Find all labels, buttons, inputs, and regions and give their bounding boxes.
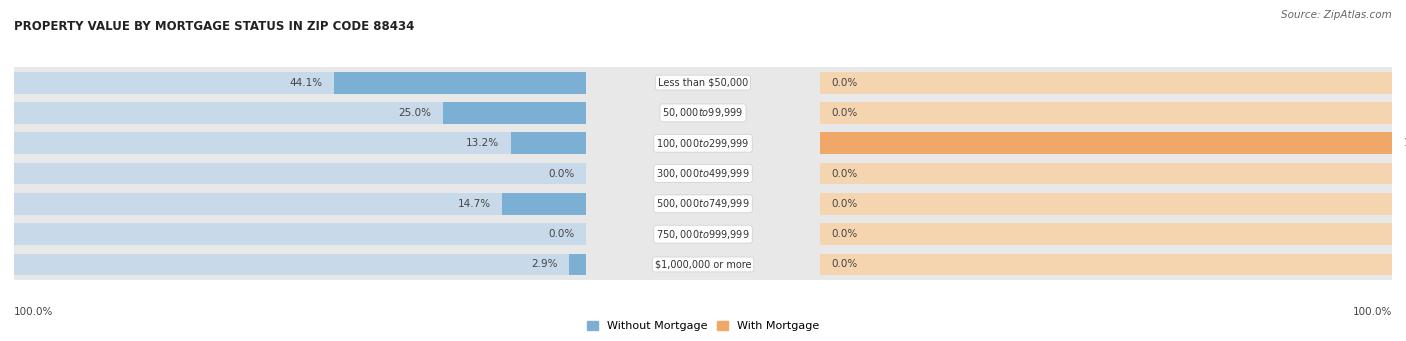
Bar	[14, 189, 586, 219]
Bar	[586, 158, 820, 189]
Bar	[14, 128, 586, 158]
Bar	[586, 249, 820, 280]
Bar	[14, 249, 586, 280]
Bar	[820, 72, 1392, 93]
Text: 0.0%: 0.0%	[831, 108, 858, 118]
Text: 25.0%: 25.0%	[398, 108, 432, 118]
Text: 100.0%: 100.0%	[14, 307, 53, 317]
Bar	[820, 219, 1392, 249]
Text: 0.0%: 0.0%	[831, 199, 858, 209]
Text: 2.9%: 2.9%	[531, 260, 558, 269]
Text: 0.0%: 0.0%	[831, 168, 858, 179]
Text: 100.0%: 100.0%	[1353, 307, 1392, 317]
Text: $100,000 to $299,999: $100,000 to $299,999	[657, 137, 749, 150]
Text: 0.0%: 0.0%	[548, 168, 575, 179]
Text: 14.7%: 14.7%	[457, 199, 491, 209]
Bar	[14, 254, 586, 276]
Bar	[14, 102, 586, 124]
Bar	[14, 219, 586, 249]
Bar	[14, 193, 586, 215]
Text: 13.2%: 13.2%	[465, 138, 499, 148]
Bar	[820, 189, 1392, 219]
Bar	[569, 254, 586, 276]
Bar	[820, 193, 1392, 215]
Bar	[820, 102, 1392, 124]
Text: Source: ZipAtlas.com: Source: ZipAtlas.com	[1281, 10, 1392, 20]
Bar	[586, 98, 820, 128]
Bar	[820, 249, 1392, 280]
Bar	[820, 128, 1392, 158]
Text: 0.0%: 0.0%	[831, 229, 858, 239]
Legend: Without Mortgage, With Mortgage: Without Mortgage, With Mortgage	[582, 316, 824, 336]
Bar	[820, 98, 1392, 128]
Text: PROPERTY VALUE BY MORTGAGE STATUS IN ZIP CODE 88434: PROPERTY VALUE BY MORTGAGE STATUS IN ZIP…	[14, 20, 415, 33]
Bar	[14, 72, 586, 93]
Bar	[586, 68, 820, 98]
Bar	[586, 189, 820, 219]
Bar	[502, 193, 586, 215]
Bar	[14, 163, 586, 184]
Text: $750,000 to $999,999: $750,000 to $999,999	[657, 228, 749, 241]
Bar	[586, 128, 820, 158]
Bar	[820, 132, 1392, 154]
Bar	[14, 158, 586, 189]
Bar	[820, 163, 1392, 184]
Bar	[14, 132, 586, 154]
Bar	[820, 254, 1392, 276]
Bar	[333, 72, 586, 93]
Text: 100.0%: 100.0%	[1403, 138, 1406, 148]
Bar	[14, 68, 586, 98]
Bar	[820, 68, 1392, 98]
Text: $50,000 to $99,999: $50,000 to $99,999	[662, 106, 744, 119]
Bar	[586, 219, 820, 249]
Bar	[443, 102, 586, 124]
Text: $1,000,000 or more: $1,000,000 or more	[655, 260, 751, 269]
Text: $500,000 to $749,999: $500,000 to $749,999	[657, 197, 749, 210]
Bar	[14, 223, 586, 245]
Text: 0.0%: 0.0%	[831, 260, 858, 269]
Text: 44.1%: 44.1%	[290, 78, 322, 88]
Text: Less than $50,000: Less than $50,000	[658, 78, 748, 88]
Bar	[510, 132, 586, 154]
Bar	[820, 223, 1392, 245]
Text: 0.0%: 0.0%	[831, 78, 858, 88]
Text: $300,000 to $499,999: $300,000 to $499,999	[657, 167, 749, 180]
Text: 0.0%: 0.0%	[548, 229, 575, 239]
Bar	[820, 132, 1392, 154]
Bar	[14, 98, 586, 128]
Bar	[820, 158, 1392, 189]
